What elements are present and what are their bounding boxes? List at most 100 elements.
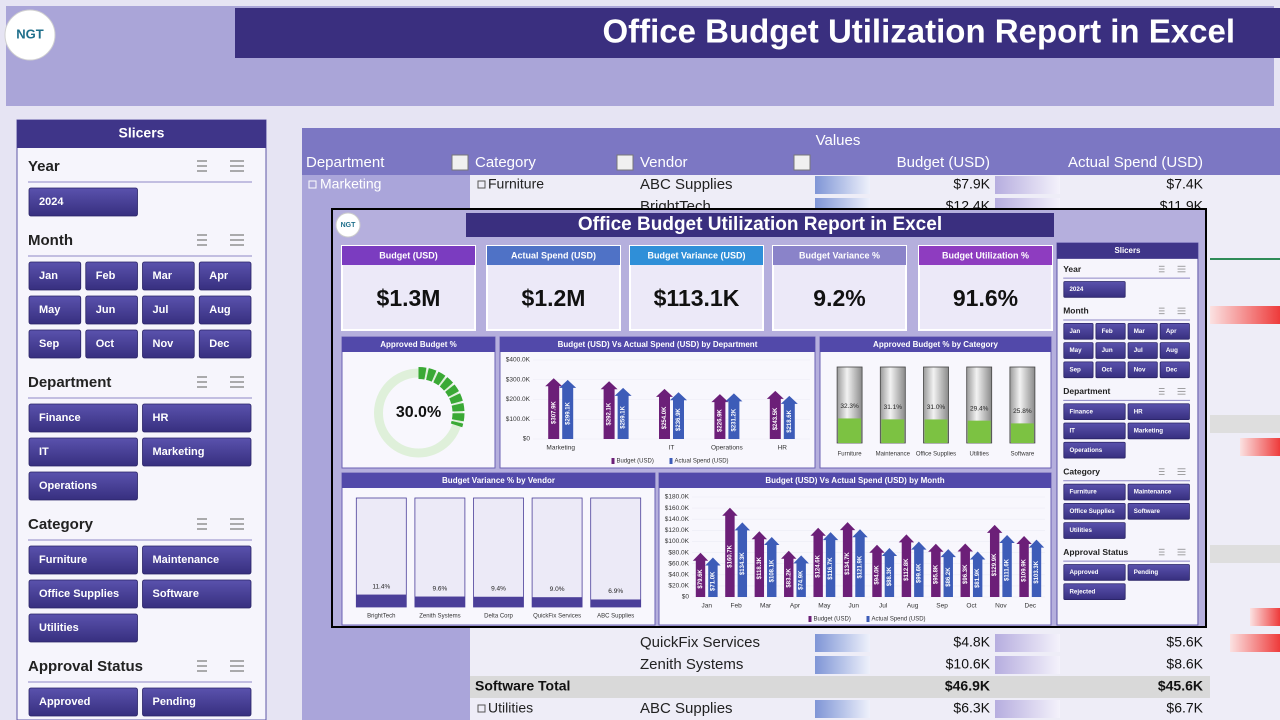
legend-label: Budget (USD)	[617, 459, 654, 465]
column-track	[590, 497, 642, 608]
actual-data-bar	[995, 700, 1060, 718]
slicer-button	[85, 261, 138, 291]
slicer-item: Approved	[1069, 569, 1098, 576]
value-label: $226.9K	[717, 409, 723, 432]
donut-label: 30.0%	[396, 404, 441, 421]
arrow-bar	[852, 529, 868, 597]
actual-data-bar	[995, 634, 1060, 652]
arrow-bar	[734, 522, 751, 597]
column-header: Budget (USD)	[897, 154, 990, 171]
inset-logo: NGT	[341, 222, 357, 229]
chart-title: Approved Budget % by Category	[873, 340, 998, 349]
left-slicers: Slicers Year 2024 Month Jan Feb Mar Apr May Jun Ju…	[16, 119, 267, 720]
legend-label: Actual Spend (USD)	[872, 617, 926, 623]
y-tick-label: $40.0K	[668, 571, 689, 578]
value-label: $254.0K	[662, 406, 668, 429]
slicer-button	[1063, 583, 1126, 600]
slicer-item: Finance	[1069, 408, 1093, 415]
tube-fill	[967, 420, 991, 443]
slicer-item: Sep	[39, 338, 59, 350]
kpi-header	[630, 246, 763, 265]
kpi-value: $113.1K	[654, 285, 740, 311]
x-tick-label: Delta Corp	[484, 614, 513, 620]
x-tick-label: IT	[669, 445, 675, 452]
column-track	[473, 497, 524, 608]
filter-dropdown	[616, 154, 634, 171]
slicer-item: Apr	[1166, 328, 1177, 335]
slicer-item: Finance	[39, 412, 81, 424]
slicer-button	[1063, 441, 1126, 459]
arrow-bar	[928, 543, 944, 597]
arrow-bar	[898, 534, 915, 597]
value-label: $83.2K	[786, 568, 792, 588]
slicer-item: Dec	[209, 338, 229, 350]
slicer-button	[1063, 483, 1126, 501]
legend-label: Actual Spend (USD)	[675, 459, 729, 465]
x-tick-label: Aug	[907, 603, 919, 610]
kpi-value: $1.3M	[377, 285, 441, 311]
budget-data-bar	[815, 700, 870, 718]
x-tick-label: Software	[1011, 452, 1035, 458]
slicer-item: Nov	[153, 338, 175, 350]
arrow-bar	[559, 379, 577, 439]
y-tick-label: $100.0K	[506, 416, 531, 423]
slicer-button	[142, 687, 252, 717]
collapse-box	[308, 180, 317, 189]
chart-header	[500, 337, 815, 352]
vendor-cell: ABC Supplies	[640, 700, 733, 717]
arrow-bar	[751, 531, 768, 597]
slicer-item: Office Supplies	[1069, 508, 1115, 515]
vendor-cell: ABC Supplies	[640, 176, 733, 193]
arrow-bar	[766, 390, 784, 439]
donut-arc	[418, 367, 465, 428]
x-tick-label: QuickFix Services	[533, 614, 581, 620]
slicer-item: Software	[1134, 508, 1161, 515]
slicer-button	[1127, 483, 1190, 501]
value-label: $124.6K	[816, 554, 822, 577]
slicer-item: Jun	[96, 304, 116, 316]
x-tick-label: Utilities	[970, 452, 989, 458]
y-tick-label: $180.0K	[665, 494, 690, 501]
x-tick-label: Dec	[1025, 603, 1037, 610]
value-label: $81.9K	[975, 568, 981, 588]
slicer-item: Jun	[1102, 347, 1113, 354]
value-label: 31.0%	[927, 404, 946, 411]
arrow-bar	[793, 555, 809, 597]
y-tick-label: $200.0K	[506, 396, 531, 403]
legend-label: Budget (USD)	[814, 617, 851, 623]
slicer-button	[198, 329, 252, 359]
slicer-item: Maintenance	[153, 554, 220, 566]
slicer-group-name: Category	[1063, 466, 1100, 476]
x-tick-label: Furniture	[838, 452, 863, 458]
slicer-item: Sep	[1069, 366, 1081, 373]
value-label: $108.1K	[769, 559, 775, 582]
slicer-button	[28, 545, 138, 575]
kpi-header	[342, 246, 475, 265]
x-tick-label: Nov	[995, 603, 1007, 610]
column-bar	[414, 596, 465, 607]
slicer-button	[1127, 361, 1158, 379]
filter-dropdown	[793, 154, 811, 171]
inset-title-banner	[466, 213, 1054, 237]
chart-title: Budget (USD) Vs Actual Spend (USD) by Mo…	[765, 476, 944, 485]
arrow-bar	[839, 522, 856, 597]
x-tick-label: May	[818, 603, 831, 610]
slicer-button	[85, 295, 138, 325]
value-label: $94.0K	[875, 565, 881, 585]
value-label: $112.8K	[904, 558, 910, 581]
chart-panel	[341, 336, 496, 469]
slicer-item: 2024	[1069, 286, 1083, 293]
arrow-bar	[810, 527, 826, 597]
column-track	[355, 497, 407, 608]
slicer-title: Slicers	[119, 125, 165, 141]
slicer-button	[1127, 502, 1190, 520]
kpi-label: Budget Variance (USD)	[647, 250, 745, 260]
value-label: 9.0%	[550, 586, 565, 593]
slicer-button	[198, 261, 252, 291]
arrow-bar	[822, 532, 839, 597]
chart-header	[342, 337, 495, 352]
slicer-button	[1063, 403, 1126, 420]
y-tick-label: $400.0K	[506, 357, 531, 364]
slicer-button	[28, 403, 138, 433]
slicer-button	[142, 329, 195, 359]
